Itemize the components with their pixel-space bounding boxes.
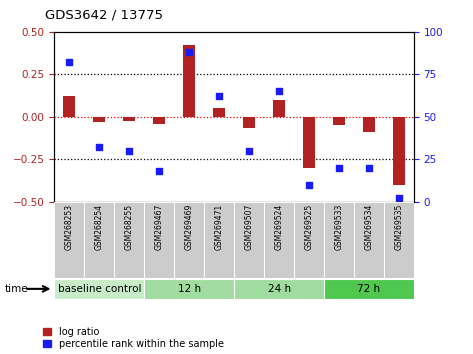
Bar: [294, 202, 324, 278]
Point: [185, 50, 193, 55]
Text: GSM268255: GSM268255: [125, 204, 134, 250]
Text: GSM269471: GSM269471: [215, 204, 224, 250]
Text: 12 h: 12 h: [178, 284, 201, 294]
Bar: [54, 202, 84, 278]
Point: [395, 195, 403, 201]
Bar: [144, 202, 174, 278]
Bar: [354, 202, 384, 278]
Text: GDS3642 / 13775: GDS3642 / 13775: [45, 8, 163, 21]
Text: GSM269534: GSM269534: [364, 204, 374, 250]
Text: GSM269507: GSM269507: [245, 204, 254, 250]
Point: [96, 144, 103, 150]
Bar: [243, 117, 255, 128]
Bar: [153, 117, 165, 124]
Bar: [324, 202, 354, 278]
Bar: [144, 279, 234, 299]
Text: 72 h: 72 h: [358, 284, 380, 294]
Bar: [54, 279, 144, 299]
Point: [275, 88, 283, 94]
Text: GSM269469: GSM269469: [184, 204, 194, 250]
Text: baseline control: baseline control: [58, 284, 141, 294]
Text: GSM269525: GSM269525: [305, 204, 314, 250]
Point: [335, 165, 343, 171]
Bar: [393, 117, 405, 185]
Point: [156, 169, 163, 174]
Bar: [63, 96, 75, 117]
Text: GSM269535: GSM269535: [394, 204, 403, 250]
Text: 24 h: 24 h: [268, 284, 290, 294]
Bar: [234, 202, 264, 278]
Text: GSM268254: GSM268254: [95, 204, 104, 250]
Point: [215, 93, 223, 99]
Bar: [273, 100, 285, 117]
Bar: [324, 279, 414, 299]
Text: GSM269524: GSM269524: [274, 204, 284, 250]
Bar: [84, 202, 114, 278]
Legend: log ratio, percentile rank within the sample: log ratio, percentile rank within the sa…: [43, 327, 224, 349]
Point: [125, 148, 133, 154]
Point: [245, 148, 253, 154]
Bar: [183, 45, 195, 117]
Bar: [123, 117, 135, 121]
Bar: [114, 202, 144, 278]
Bar: [384, 202, 414, 278]
Bar: [93, 117, 105, 122]
Point: [66, 59, 73, 65]
Text: GSM268253: GSM268253: [65, 204, 74, 250]
Bar: [234, 279, 324, 299]
Bar: [264, 202, 294, 278]
Bar: [363, 117, 375, 132]
Text: GSM269467: GSM269467: [155, 204, 164, 250]
Point: [365, 165, 373, 171]
Bar: [204, 202, 234, 278]
Text: GSM269533: GSM269533: [334, 204, 343, 250]
Bar: [303, 117, 315, 168]
Bar: [333, 117, 345, 125]
Text: time: time: [5, 284, 28, 294]
Bar: [213, 108, 225, 117]
Point: [305, 182, 313, 188]
Bar: [174, 202, 204, 278]
